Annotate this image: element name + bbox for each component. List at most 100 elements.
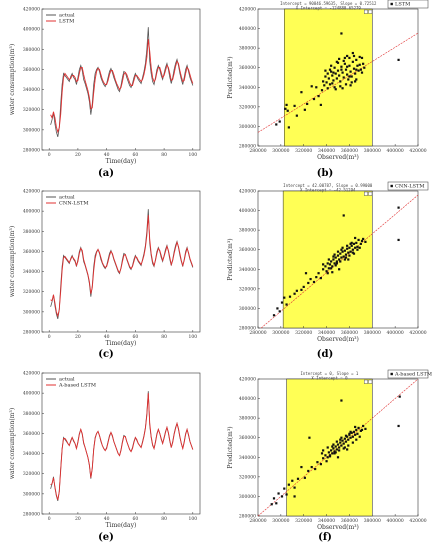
- scatter-point: [304, 272, 308, 275]
- legend-swatch: [390, 2, 393, 6]
- scatter-point: [300, 91, 303, 94]
- scatter-point: [359, 68, 362, 71]
- scatter-point: [356, 248, 359, 251]
- scatter-point: [339, 441, 342, 444]
- x-tick-label: 300000: [272, 518, 289, 524]
- x-tick-label: 320000: [295, 518, 312, 524]
- scatter-point: [331, 445, 334, 448]
- scatter-point: [336, 250, 340, 253]
- region-handle-icon: [368, 379, 373, 384]
- x-tick-label: 80: [161, 334, 167, 340]
- scatter-point: [339, 85, 342, 88]
- x-tick-label: 60: [132, 516, 138, 522]
- fit-annotation-line: X Intercept = -42.51294: [300, 188, 356, 193]
- scatter-point: [351, 51, 354, 55]
- scatter-point: [326, 262, 329, 265]
- scatter-point: [343, 437, 346, 440]
- scatter-point: [293, 104, 296, 107]
- legend-label: actual: [59, 195, 75, 201]
- legend-label: actual: [59, 13, 75, 19]
- y-tick-label: 300000: [239, 306, 256, 312]
- scatter-point: [338, 258, 341, 261]
- scatter-point: [346, 65, 349, 68]
- scatter-point: [335, 260, 338, 263]
- scatter-point: [358, 63, 361, 66]
- scatter-point: [291, 479, 294, 482]
- y-tick-label: 380000: [23, 411, 40, 417]
- legend-label: A-based LSTM: [58, 383, 96, 389]
- scatter-point: [332, 258, 335, 261]
- scatter-point: [326, 272, 329, 275]
- legend: LSTM: [387, 0, 429, 9]
- scatter-point: [336, 254, 340, 257]
- y-tick-label: 360000: [239, 65, 256, 71]
- scatter-point: [326, 87, 329, 90]
- scatter-point: [349, 436, 352, 439]
- scatter-point: [332, 443, 335, 446]
- scatter-point: [350, 75, 353, 78]
- scatter-point: [397, 206, 400, 209]
- y-axis-label: water consumption(m³): [9, 408, 16, 479]
- x-tick-label: 420000: [409, 148, 426, 154]
- x-tick-label: 360000: [341, 518, 358, 524]
- scatter-point: [330, 449, 333, 452]
- scatter-point: [338, 57, 341, 61]
- scatter-point: [359, 429, 362, 432]
- scatter-point: [354, 433, 357, 436]
- scatter-point: [276, 307, 279, 310]
- x-tick-label: 400000: [387, 330, 404, 336]
- x-tick-label: 0: [48, 334, 51, 340]
- scatter-point: [341, 87, 344, 90]
- scatter-point: [330, 70, 333, 73]
- scatter-point: [324, 265, 327, 268]
- scatter-point: [280, 301, 284, 304]
- plot-frame: [41, 372, 201, 515]
- scatter-point: [328, 455, 332, 458]
- scatter-point: [341, 439, 344, 442]
- scatter-point: [293, 495, 296, 498]
- scatter-point: [293, 292, 296, 295]
- scatter-point: [327, 267, 330, 270]
- scatter-point: [327, 258, 330, 261]
- x-axis-label: Time(day): [106, 158, 137, 165]
- scatter-point: [336, 443, 340, 446]
- scatter-point: [358, 435, 361, 438]
- scatter-point: [295, 289, 298, 292]
- scatter-point: [349, 242, 352, 245]
- scatter-point: [300, 288, 303, 291]
- x-axis-label: Time(day): [106, 522, 137, 529]
- fit-annotation-line: X Intercept = -124880.65279: [296, 6, 362, 11]
- scatter-point: [350, 241, 353, 244]
- y-tick-label: 320000: [23, 107, 40, 113]
- y-tick-label: 400000: [239, 26, 256, 32]
- scatter-point: [357, 69, 360, 72]
- scatter-point: [332, 71, 335, 74]
- scatter-point: [347, 78, 350, 81]
- x-tick-label: 100: [189, 152, 198, 158]
- x-tick-label: 280000: [249, 518, 266, 524]
- scatter-point: [338, 449, 341, 452]
- scatter-point: [295, 114, 298, 117]
- scatter-point: [340, 436, 343, 439]
- x-tick-label: 20: [75, 516, 81, 522]
- scatter-point: [302, 285, 305, 288]
- legend-swatch: [390, 372, 393, 376]
- scatter-point: [319, 103, 322, 106]
- scatter-point: [354, 246, 357, 249]
- scatter-point: [331, 271, 334, 274]
- y-tick-label: 360000: [23, 67, 40, 73]
- scatter-point: [331, 74, 334, 77]
- series-line-cnn-lstm: [50, 215, 194, 318]
- scatter-point: [338, 268, 341, 271]
- scatter-point: [324, 69, 327, 72]
- legend-label: A-based LSTM: [394, 372, 432, 378]
- scatter-point: [343, 56, 346, 60]
- scatter-point: [362, 62, 365, 65]
- y-tick-label: 400000: [239, 396, 256, 402]
- scatter-point: [351, 60, 354, 63]
- scatter-point: [333, 262, 336, 265]
- scatter-point: [330, 64, 333, 67]
- legend: A-based LSTM: [387, 369, 432, 379]
- scatter-point: [342, 76, 345, 79]
